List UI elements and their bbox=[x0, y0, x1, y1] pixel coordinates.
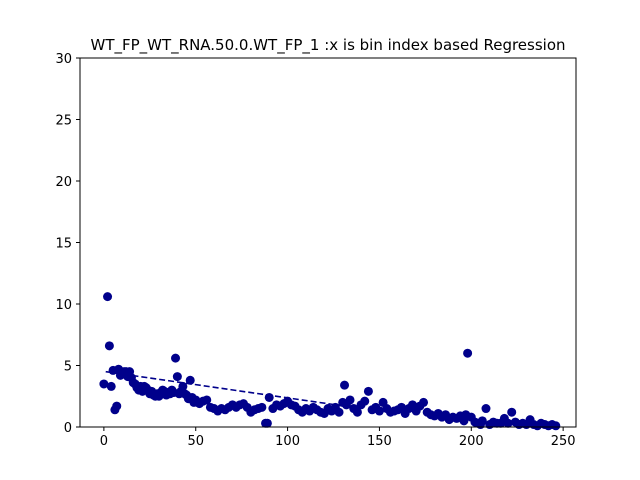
y-tick-label: 20 bbox=[55, 175, 72, 190]
y-tick-label: 30 bbox=[55, 52, 72, 67]
data-points bbox=[99, 292, 561, 431]
regression-layer bbox=[105, 370, 345, 407]
regression-line bbox=[105, 370, 345, 407]
data-point bbox=[264, 392, 274, 402]
data-point bbox=[352, 407, 362, 417]
y-tick-label: 5 bbox=[64, 360, 72, 375]
data-point bbox=[185, 375, 195, 385]
x-tick-label: 250 bbox=[551, 434, 576, 449]
data-point bbox=[202, 395, 212, 405]
x-tick-label: 50 bbox=[187, 434, 204, 449]
data-point bbox=[463, 348, 473, 358]
data-point bbox=[99, 379, 109, 389]
data-point bbox=[257, 402, 267, 412]
data-point bbox=[360, 396, 370, 406]
plot-frame bbox=[79, 57, 577, 428]
data-point bbox=[106, 381, 116, 391]
data-point bbox=[262, 418, 272, 428]
data-point bbox=[178, 381, 188, 391]
y-tick-label: 25 bbox=[55, 114, 72, 129]
data-point bbox=[374, 406, 384, 416]
data-point bbox=[419, 397, 429, 407]
x-tick-label: 200 bbox=[459, 434, 484, 449]
data-point bbox=[477, 416, 487, 426]
data-point bbox=[551, 421, 561, 431]
data-point bbox=[103, 292, 113, 302]
data-point bbox=[172, 372, 182, 382]
data-point bbox=[334, 407, 344, 417]
data-point bbox=[340, 380, 350, 390]
y-tick-label: 15 bbox=[55, 237, 72, 252]
x-tick-label: 0 bbox=[100, 434, 108, 449]
data-point bbox=[345, 395, 355, 405]
x-axis-ticks: 0 50 100 150 200 250 bbox=[100, 427, 576, 449]
data-point bbox=[363, 386, 373, 396]
y-axis-ticks: 0 5 10 15 20 25 30 bbox=[55, 52, 80, 436]
chart-title: WT_FP_WT_RNA.50.0.WT_FP_1 :x is bin inde… bbox=[90, 36, 565, 55]
data-point bbox=[112, 401, 122, 411]
data-point bbox=[171, 353, 181, 363]
data-point bbox=[507, 407, 517, 417]
x-tick-label: 100 bbox=[275, 434, 300, 449]
x-tick-label: 150 bbox=[367, 434, 392, 449]
y-tick-label: 10 bbox=[55, 298, 72, 313]
data-point bbox=[481, 404, 491, 414]
y-tick-label: 0 bbox=[64, 421, 72, 436]
data-point bbox=[104, 341, 114, 351]
data-point bbox=[503, 418, 513, 428]
